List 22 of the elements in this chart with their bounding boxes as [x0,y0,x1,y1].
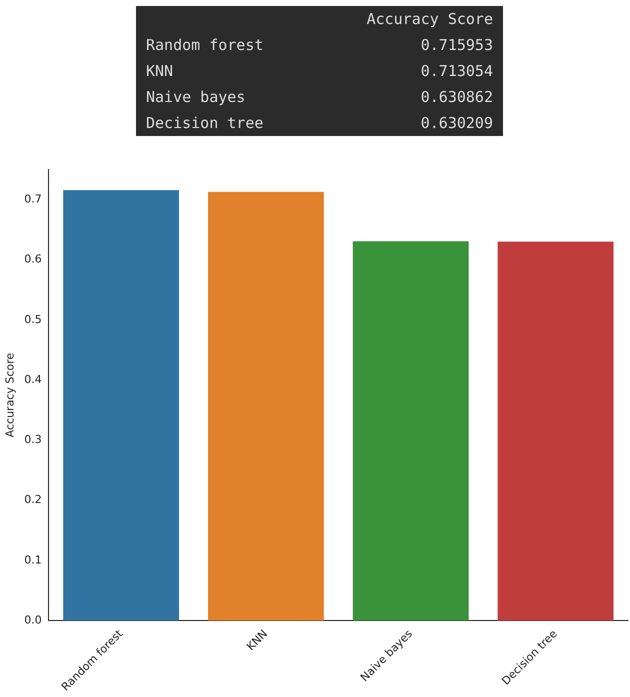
bar [352,241,469,621]
y-tick-label: 0.2 [24,493,42,506]
text: 0.630209 [420,113,494,134]
text: Decision tree [145,113,264,134]
y-tick-label: 0.1 [24,553,42,566]
text: Accuracy Score [366,9,494,30]
text: 0.715953 [420,35,494,56]
text: KNN [145,61,174,82]
text: Random forest [145,35,264,56]
text: Naive bayes [145,87,246,108]
y-tick-label: 0.4 [24,372,42,386]
y-tick-label: 0.7 [24,192,42,206]
y-tick-label: 0.3 [24,433,42,446]
y-tick-label: 0.6 [24,252,42,266]
bar [208,192,324,621]
y-tick-label: 0.5 [24,312,42,326]
y-axis-title: Accuracy Score [3,352,16,438]
y-tick-label: 0.0 [24,613,42,626]
text: 0.713054 [420,61,494,82]
bar [498,242,614,621]
bar [63,190,180,621]
text: 0.630862 [420,87,494,108]
